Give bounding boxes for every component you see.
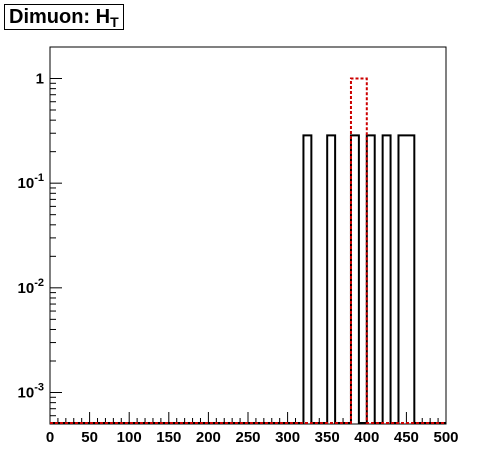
x-tick-label: 300 [275,429,300,446]
series-solid [50,134,446,424]
chart-title: Dimuon: HT [4,4,124,30]
chart-title-main: Dimuon: H [9,6,111,28]
x-tick-label: 200 [196,429,221,446]
x-tick-label: 100 [117,429,142,446]
chart-title-subscript: T [110,14,119,30]
y-tick-exponent: -1 [34,172,44,184]
series-outline [50,134,446,424]
histogram-bin [367,135,375,423]
x-tick-label: 500 [433,429,458,446]
y-tick-base: 10 [18,384,35,401]
y-tick-label: 1 [36,71,44,88]
x-tick-label: 350 [315,429,340,446]
x-axis: 0 50 100 150 200 250 300 350 400 450 500 [46,412,459,446]
y-axis: 10-310-210-11 [18,46,62,425]
series-outline [50,77,446,424]
y-tick-label: 10-1 [18,172,44,192]
y-tick-exponent: -3 [34,381,44,393]
x-tick-label: 150 [156,429,181,446]
y-tick-base: 1 [36,71,44,88]
x-tick-label: 400 [354,429,379,446]
x-tick-label: 450 [394,429,419,446]
histogram-bin [398,135,414,423]
x-tick-label: 0 [46,429,54,446]
histogram-bin [351,135,359,423]
x-tick-label: 250 [235,429,260,446]
y-tick-base: 10 [18,175,35,192]
x-tick-label: 50 [81,429,98,446]
histogram-bin [303,135,311,423]
y-tick-exponent: -2 [34,277,44,289]
plot-frame [49,46,447,425]
y-tick-base: 10 [18,280,35,297]
y-tick-label: 10-2 [18,277,44,297]
histogram-bin [327,135,335,423]
histogram-bin [383,135,391,423]
y-tick-label: 10-3 [18,381,44,401]
series-dashed [50,77,446,424]
series-layer [50,77,446,424]
